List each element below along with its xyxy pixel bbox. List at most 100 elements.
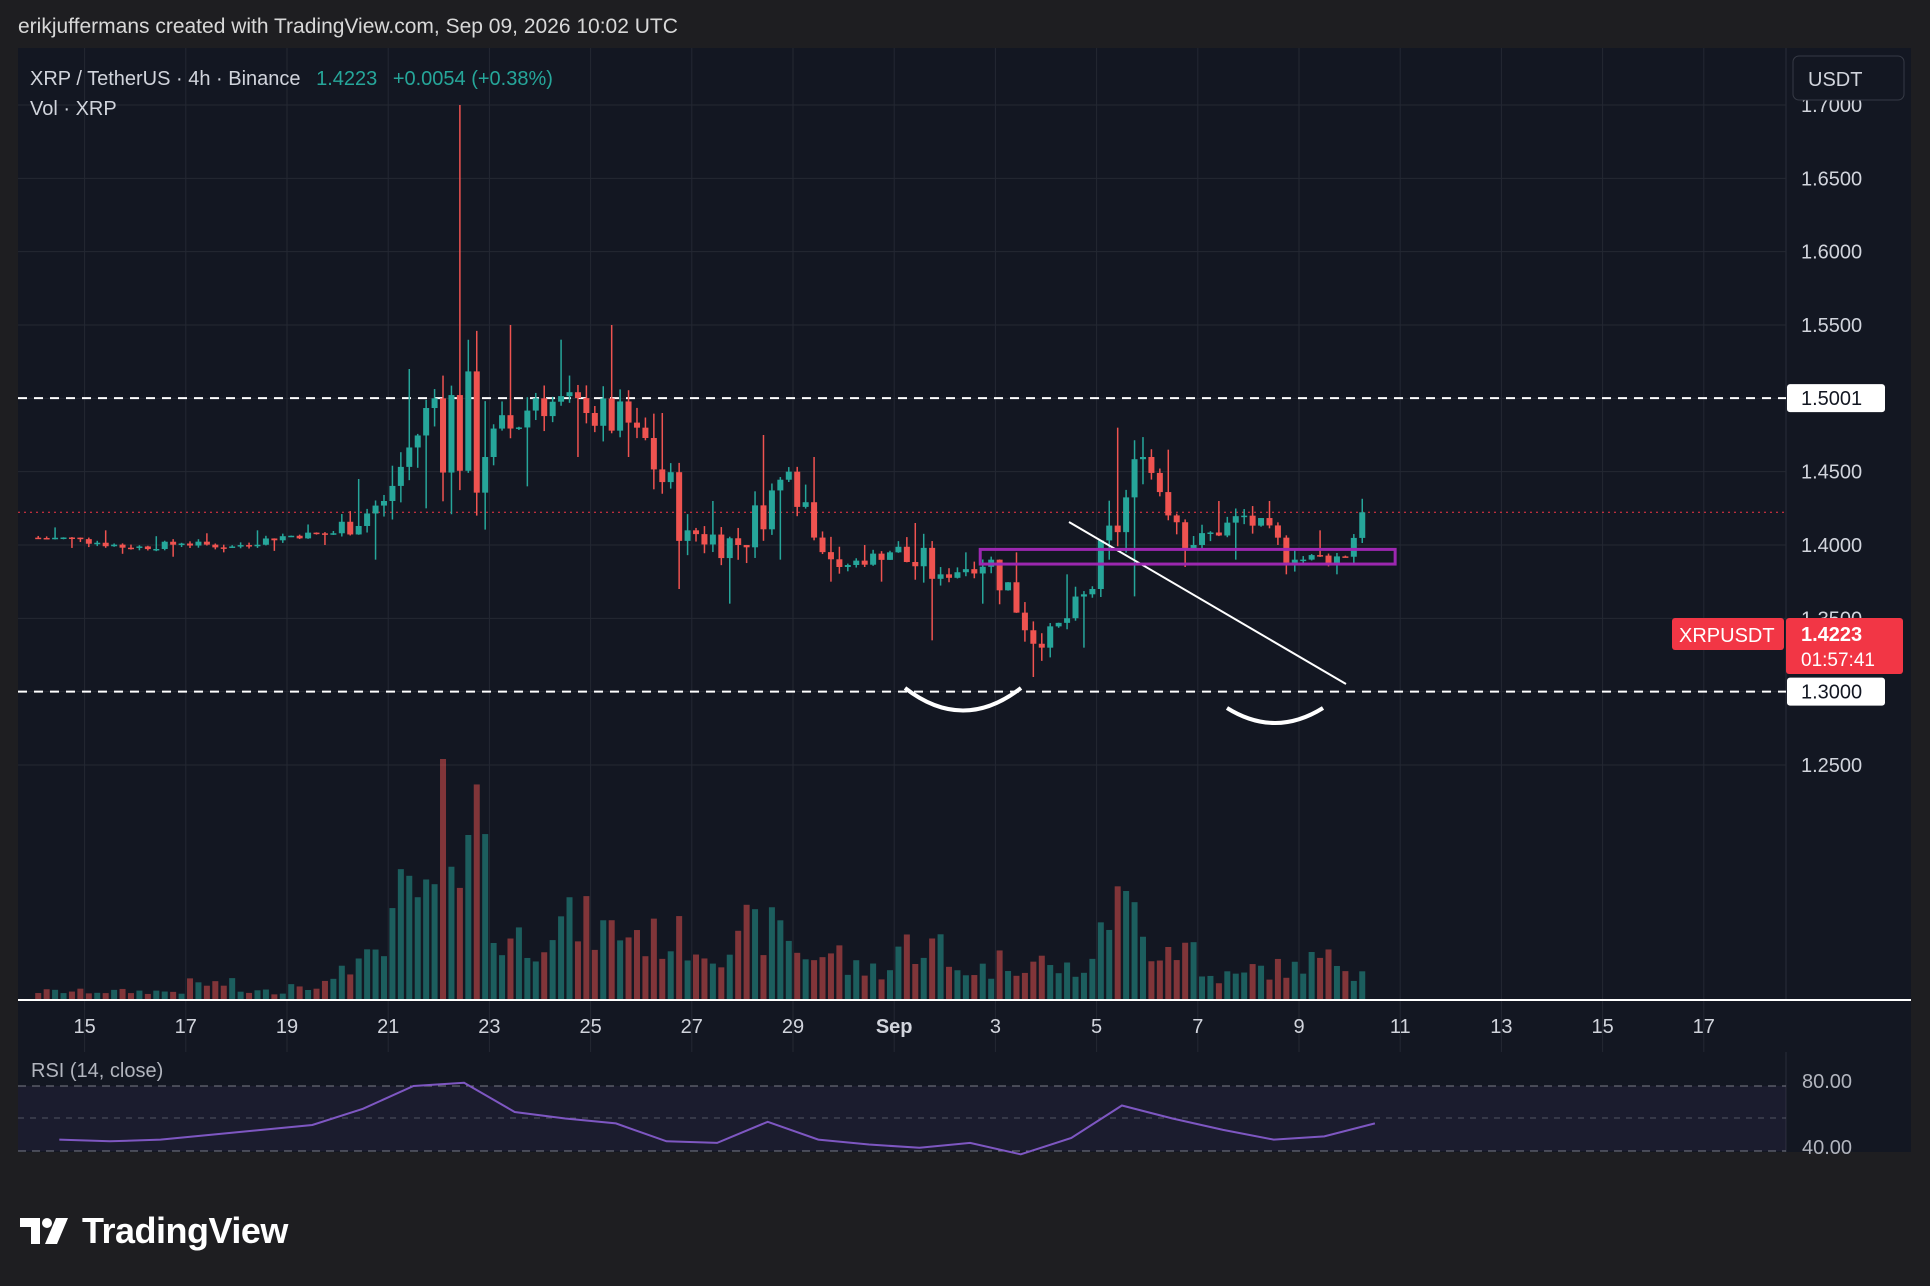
volume-bar	[60, 993, 67, 999]
candle-body	[456, 395, 463, 471]
volume-bar	[187, 978, 194, 999]
candle-body	[1199, 533, 1206, 545]
volume-bar	[1131, 902, 1138, 999]
volume-bar	[1350, 980, 1357, 999]
volume-bar	[693, 954, 700, 999]
volume-bar	[1274, 958, 1281, 999]
volume-bar	[119, 988, 126, 999]
volume-bar	[1165, 946, 1172, 999]
price-tick-label: 1.6500	[1801, 168, 1862, 190]
volume-bar	[1241, 972, 1248, 999]
volume-bar	[920, 957, 927, 999]
volume-bar	[1215, 983, 1222, 999]
time-tick-label: 17	[1693, 1016, 1715, 1038]
candle-body	[811, 502, 818, 538]
volume-bar	[94, 992, 101, 999]
volume-bar	[1072, 976, 1079, 999]
rsi-band	[18, 1086, 1786, 1151]
volume-legend[interactable]: Vol · XRP	[30, 98, 117, 120]
candle-body	[1300, 559, 1307, 562]
candle-body	[1021, 612, 1028, 631]
volume-bar	[68, 991, 75, 999]
chart-container[interactable]: RSI (14, close) 80.00 40.00 15 17 19 21 23 25…	[18, 48, 1911, 1180]
volume-bar	[195, 982, 202, 999]
volume-bar	[1325, 949, 1332, 999]
candle-body	[507, 415, 514, 429]
support-zone-box	[978, 547, 1397, 566]
candle-body	[608, 398, 615, 431]
candle-body	[1342, 556, 1349, 558]
rsi-line	[59, 1081, 1376, 1156]
volume-bar	[414, 897, 421, 999]
candle-body	[127, 547, 134, 550]
volume-bar	[633, 930, 640, 999]
volume-bar	[330, 978, 337, 999]
price-chart[interactable]: RSI (14, close) 80.00 40.00 15 17 19 21 23 25…	[18, 48, 1911, 1180]
price-axis[interactable]	[1786, 48, 1911, 1000]
volume-bar	[642, 956, 649, 999]
candle-body	[1080, 594, 1087, 597]
tradingview-brand[interactable]: TradingView	[20, 1210, 288, 1252]
volume-bar	[1055, 973, 1062, 999]
volume-bar	[844, 974, 851, 999]
candle-body	[1359, 512, 1366, 538]
candle-body	[372, 505, 379, 514]
time-axis[interactable]	[18, 1000, 1911, 1052]
volume-bar	[718, 967, 725, 999]
volume-bar	[372, 949, 379, 999]
volume-bar	[279, 993, 286, 999]
candle-body	[1207, 532, 1214, 534]
volume-bar	[777, 920, 784, 999]
symbol-legend[interactable]: XRP / TetherUS · 4h · Binance 1.4223 +0.…	[30, 68, 553, 90]
volume-bar	[1114, 886, 1121, 999]
volume-bar	[566, 897, 573, 999]
time-tick-label: 13	[1490, 1016, 1512, 1038]
candle-body	[288, 535, 295, 538]
candle-body	[870, 553, 877, 565]
candle-body	[735, 538, 742, 545]
candle-body	[650, 437, 657, 470]
price-tick-label: 1.4000	[1801, 535, 1862, 557]
candle-body	[709, 534, 716, 545]
volume-bar	[355, 958, 362, 999]
candle-body	[1030, 630, 1037, 644]
volume-bar	[937, 934, 944, 999]
candle-body	[77, 537, 84, 540]
chart-pane[interactable]	[18, 48, 1786, 1000]
volume-bar	[144, 993, 151, 999]
candle-body	[617, 401, 624, 431]
time-tick-label: Sep	[876, 1016, 913, 1038]
legend-price: 1.4223	[316, 68, 377, 90]
candle-body	[558, 396, 565, 402]
volume-bar	[246, 992, 253, 999]
candle-body	[338, 521, 345, 534]
volume-bar	[431, 884, 438, 999]
candle-body	[802, 502, 809, 507]
volume-bar	[406, 875, 413, 999]
candle-body	[111, 544, 118, 547]
volume-bar	[912, 963, 919, 999]
candle-body	[279, 536, 286, 541]
volume-bar	[996, 950, 1003, 999]
rsi-tick-80: 80.00	[1802, 1071, 1852, 1093]
candle-body	[1089, 589, 1096, 595]
candle-body	[52, 537, 59, 540]
candle-body	[380, 501, 387, 506]
currency-button[interactable]	[1792, 55, 1905, 101]
volume-bar	[52, 989, 59, 999]
currency-button-label[interactable]: USDT	[1808, 69, 1862, 91]
candle-body	[726, 538, 733, 559]
volume-bar	[296, 986, 303, 999]
rsi-pane[interactable]	[18, 1052, 1786, 1152]
volume-bar	[903, 934, 910, 999]
time-axis-labels: 15 17 19 21 23 25 27 29 Sep 3 5 7 9 11 13 15 17	[73, 1016, 1714, 1038]
candle-body	[768, 490, 775, 530]
volume-bar	[659, 958, 666, 999]
time-tick-label: 5	[1091, 1016, 1102, 1038]
candle-body	[524, 410, 531, 428]
rsi-label: RSI (14, close)	[31, 1060, 163, 1082]
candle-body	[583, 398, 590, 413]
volume-bar	[448, 866, 455, 999]
volume-bar	[1300, 973, 1307, 999]
time-tick-label: 15	[73, 1016, 95, 1038]
